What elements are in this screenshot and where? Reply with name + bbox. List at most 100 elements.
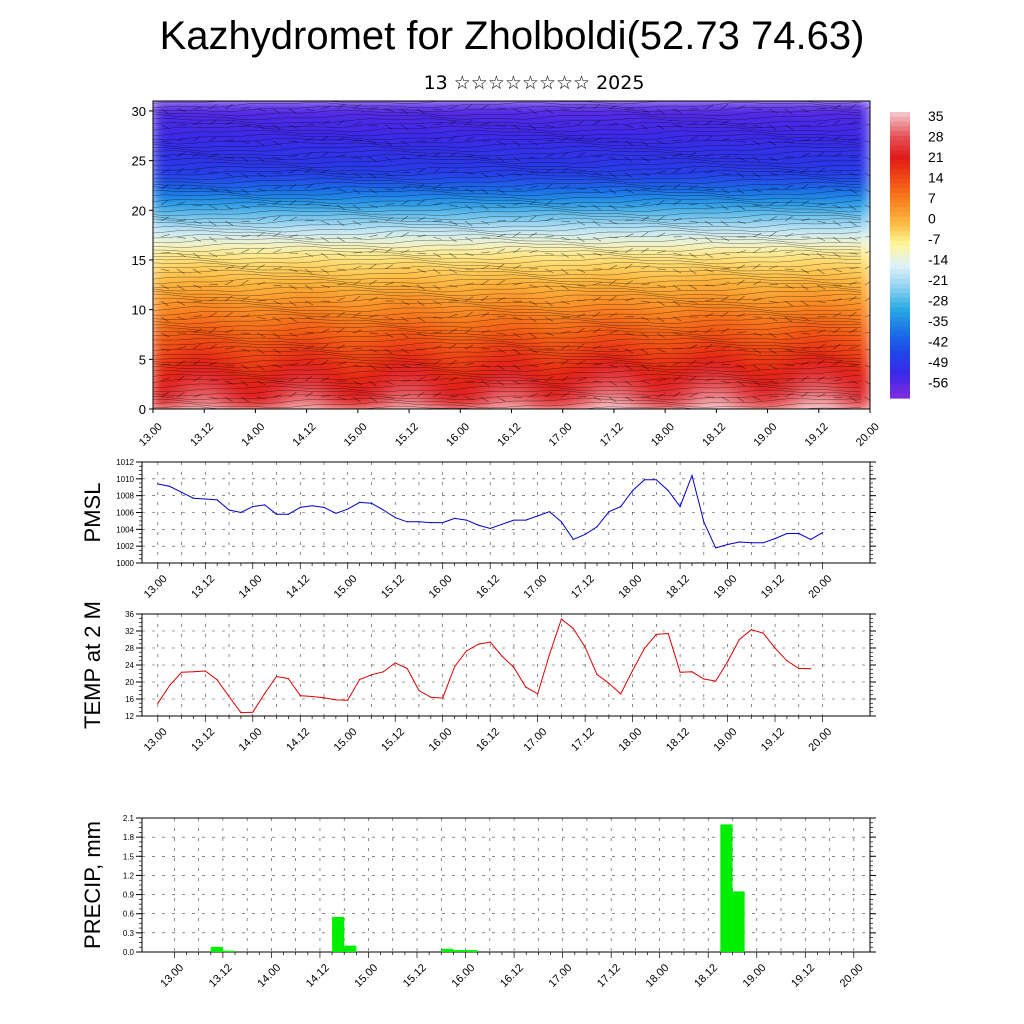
y-tick-label: 20 (125, 678, 134, 687)
temp2m-point (311, 695, 313, 698)
y-tick-label: 1002 (116, 542, 134, 551)
colorbar-swatch (890, 197, 910, 204)
colorbar-swatch (890, 145, 910, 151)
pmsl-x-minor-ticks (157, 563, 823, 569)
y-tick-label: 25 (132, 154, 146, 169)
x-tick-label: 16.00 (427, 726, 455, 754)
colorbar-label: -42 (928, 334, 948, 350)
y-tick-label: 28 (125, 644, 134, 653)
pmsl-point (454, 517, 456, 520)
y-tick-label: 1004 (116, 525, 134, 534)
precip-panel: 0.0 0.3 0.6 0.9 1.2 1.5 1.8 2.1 13.00 13.12 14.00 1… (80, 814, 876, 990)
temp2m-point (798, 667, 800, 670)
temp2m-point (406, 667, 408, 670)
temp2m-point (584, 646, 586, 648)
x-tick-label: 17.00 (522, 726, 550, 754)
colorbar-swatch (890, 112, 910, 118)
colorbar-swatch (890, 221, 910, 227)
y-tick-label: 0.9 (123, 891, 135, 900)
y-tick-label: 0.3 (123, 929, 135, 938)
temp2m-line (157, 618, 811, 714)
pmsl-point (537, 515, 539, 517)
temp2m-point (667, 632, 669, 635)
temp2m-point (738, 638, 741, 641)
pmsl-point (275, 513, 278, 515)
colorbar-swatch (890, 154, 910, 161)
colorbar-swatch (890, 364, 910, 370)
x-tick-label: 15.00 (332, 573, 360, 601)
colorbar-label: 0 (928, 211, 936, 227)
x-tick-label: 15.12 (393, 421, 421, 449)
x-tick-label: 14.00 (237, 573, 265, 601)
x-tick-label: 16.00 (449, 962, 477, 990)
x-tick-label: 13.00 (142, 726, 170, 754)
colorbar-label: -21 (928, 272, 948, 288)
temp2m-point (703, 678, 705, 680)
temp2m-point (335, 699, 337, 701)
temp2m-point (252, 711, 254, 713)
pmsl-point (513, 519, 515, 521)
colorbar-swatch (890, 336, 910, 342)
y-tick-label: 1008 (116, 492, 134, 501)
pmsl-point (560, 521, 563, 523)
pmsl-point (430, 522, 432, 524)
temperature-field (153, 101, 870, 409)
colorbar-label: 21 (928, 149, 944, 165)
pmsl-point (655, 479, 657, 481)
x-tick-label: 14.12 (284, 573, 312, 601)
temp2m-frame (141, 613, 871, 717)
pmsl-point (643, 479, 646, 481)
x-tick-label: 18.00 (617, 726, 645, 754)
pmsl-frame (141, 461, 871, 564)
precip-bar (453, 950, 466, 952)
colorbar-swatch (890, 340, 910, 347)
colorbar-swatch (890, 164, 910, 170)
precip-bar (332, 916, 345, 952)
x-tick-label: 13.12 (189, 573, 217, 601)
x-tick-label: 19.00 (711, 726, 739, 754)
pmsl-point (228, 509, 230, 511)
pmsl-point (501, 523, 503, 525)
temp2m-point (715, 680, 717, 682)
temp2m-point (465, 650, 467, 652)
pmsl-point (596, 526, 598, 528)
temp2m-point (157, 702, 159, 704)
y-tick-label: 2.1 (123, 814, 135, 823)
temp2m-point (548, 653, 551, 656)
pmsl-point (548, 511, 551, 513)
colorbar-swatch (890, 302, 910, 309)
temp2m-point (750, 629, 752, 631)
pmsl-point (703, 521, 705, 523)
x-tick-label: 18.00 (649, 421, 677, 449)
temp2m-point (537, 693, 539, 695)
colorbar-swatch (890, 188, 910, 194)
colorbar-swatch (890, 345, 910, 351)
colorbar-swatch (890, 173, 910, 180)
x-tick-label: 13.12 (188, 421, 216, 449)
colorbar-swatch (890, 378, 910, 385)
y-tick-label: 12 (125, 712, 134, 721)
temp2m-point (359, 678, 361, 681)
colorbar-swatch (890, 269, 910, 275)
precip-bar (720, 824, 733, 952)
pmsl-point (810, 538, 812, 541)
y-tick-label: 1.5 (123, 852, 135, 861)
pmsl-point (216, 499, 218, 501)
x-tick-label: 17.00 (522, 573, 550, 601)
pmsl-point (489, 527, 491, 530)
x-tick-label: 17.00 (547, 962, 575, 990)
x-tick-label: 19.12 (789, 962, 817, 990)
pmsl-point (323, 506, 325, 508)
y-tick-label: 5 (139, 352, 146, 367)
colorbar-label: -14 (928, 252, 948, 268)
x-tick-label: 13.00 (142, 573, 170, 601)
pmsl-grid (142, 462, 870, 563)
chart-title: Kazhydromet for Zholboldi(52.73 74.63) (159, 14, 865, 58)
y-axis-title: TEMP at 2 M (80, 601, 105, 729)
x-tick-label: 16.12 (495, 421, 523, 449)
temp2m-point (181, 671, 183, 673)
cross-section-panel: 0 5 10 15 20 25 30 13.00 13.12 14.00 14.12 15.00 15.… (132, 100, 882, 449)
y-tick-label: 1012 (116, 458, 134, 467)
pmsl-point (192, 497, 194, 499)
x-tick-label: 19.12 (759, 573, 787, 601)
